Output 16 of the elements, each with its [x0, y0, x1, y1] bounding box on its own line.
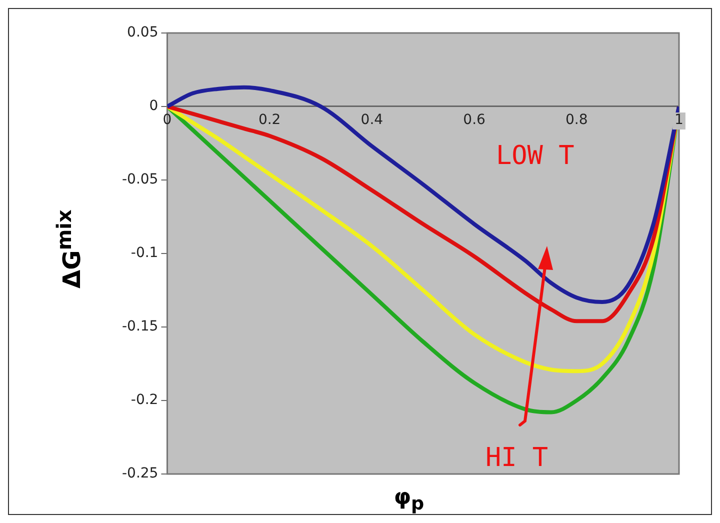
y-tick-label: 0.05 — [127, 24, 158, 41]
x-tick-label: 1 — [674, 112, 684, 128]
y-tick-label: 0 — [149, 98, 158, 114]
x-tick-label: 0 — [162, 112, 172, 128]
x-tick-label: 0.6 — [463, 112, 486, 128]
x-tick-label: 0.2 — [258, 112, 281, 128]
y-tick-label: -0.2 — [130, 392, 158, 408]
x-tick-label: 0.4 — [360, 112, 384, 128]
y-tick-label: -0.25 — [122, 466, 158, 482]
y-tick-label: -0.15 — [122, 318, 158, 335]
x-tick-label: 0.8 — [566, 112, 588, 128]
annotation: LOW T — [496, 141, 574, 171]
y-tick-label: -0.1 — [130, 245, 158, 262]
annotation: HI T — [485, 443, 548, 474]
y-tick-label: -0.05 — [122, 172, 158, 188]
x-axis-title: φ$_{p}$ — [394, 485, 424, 514]
